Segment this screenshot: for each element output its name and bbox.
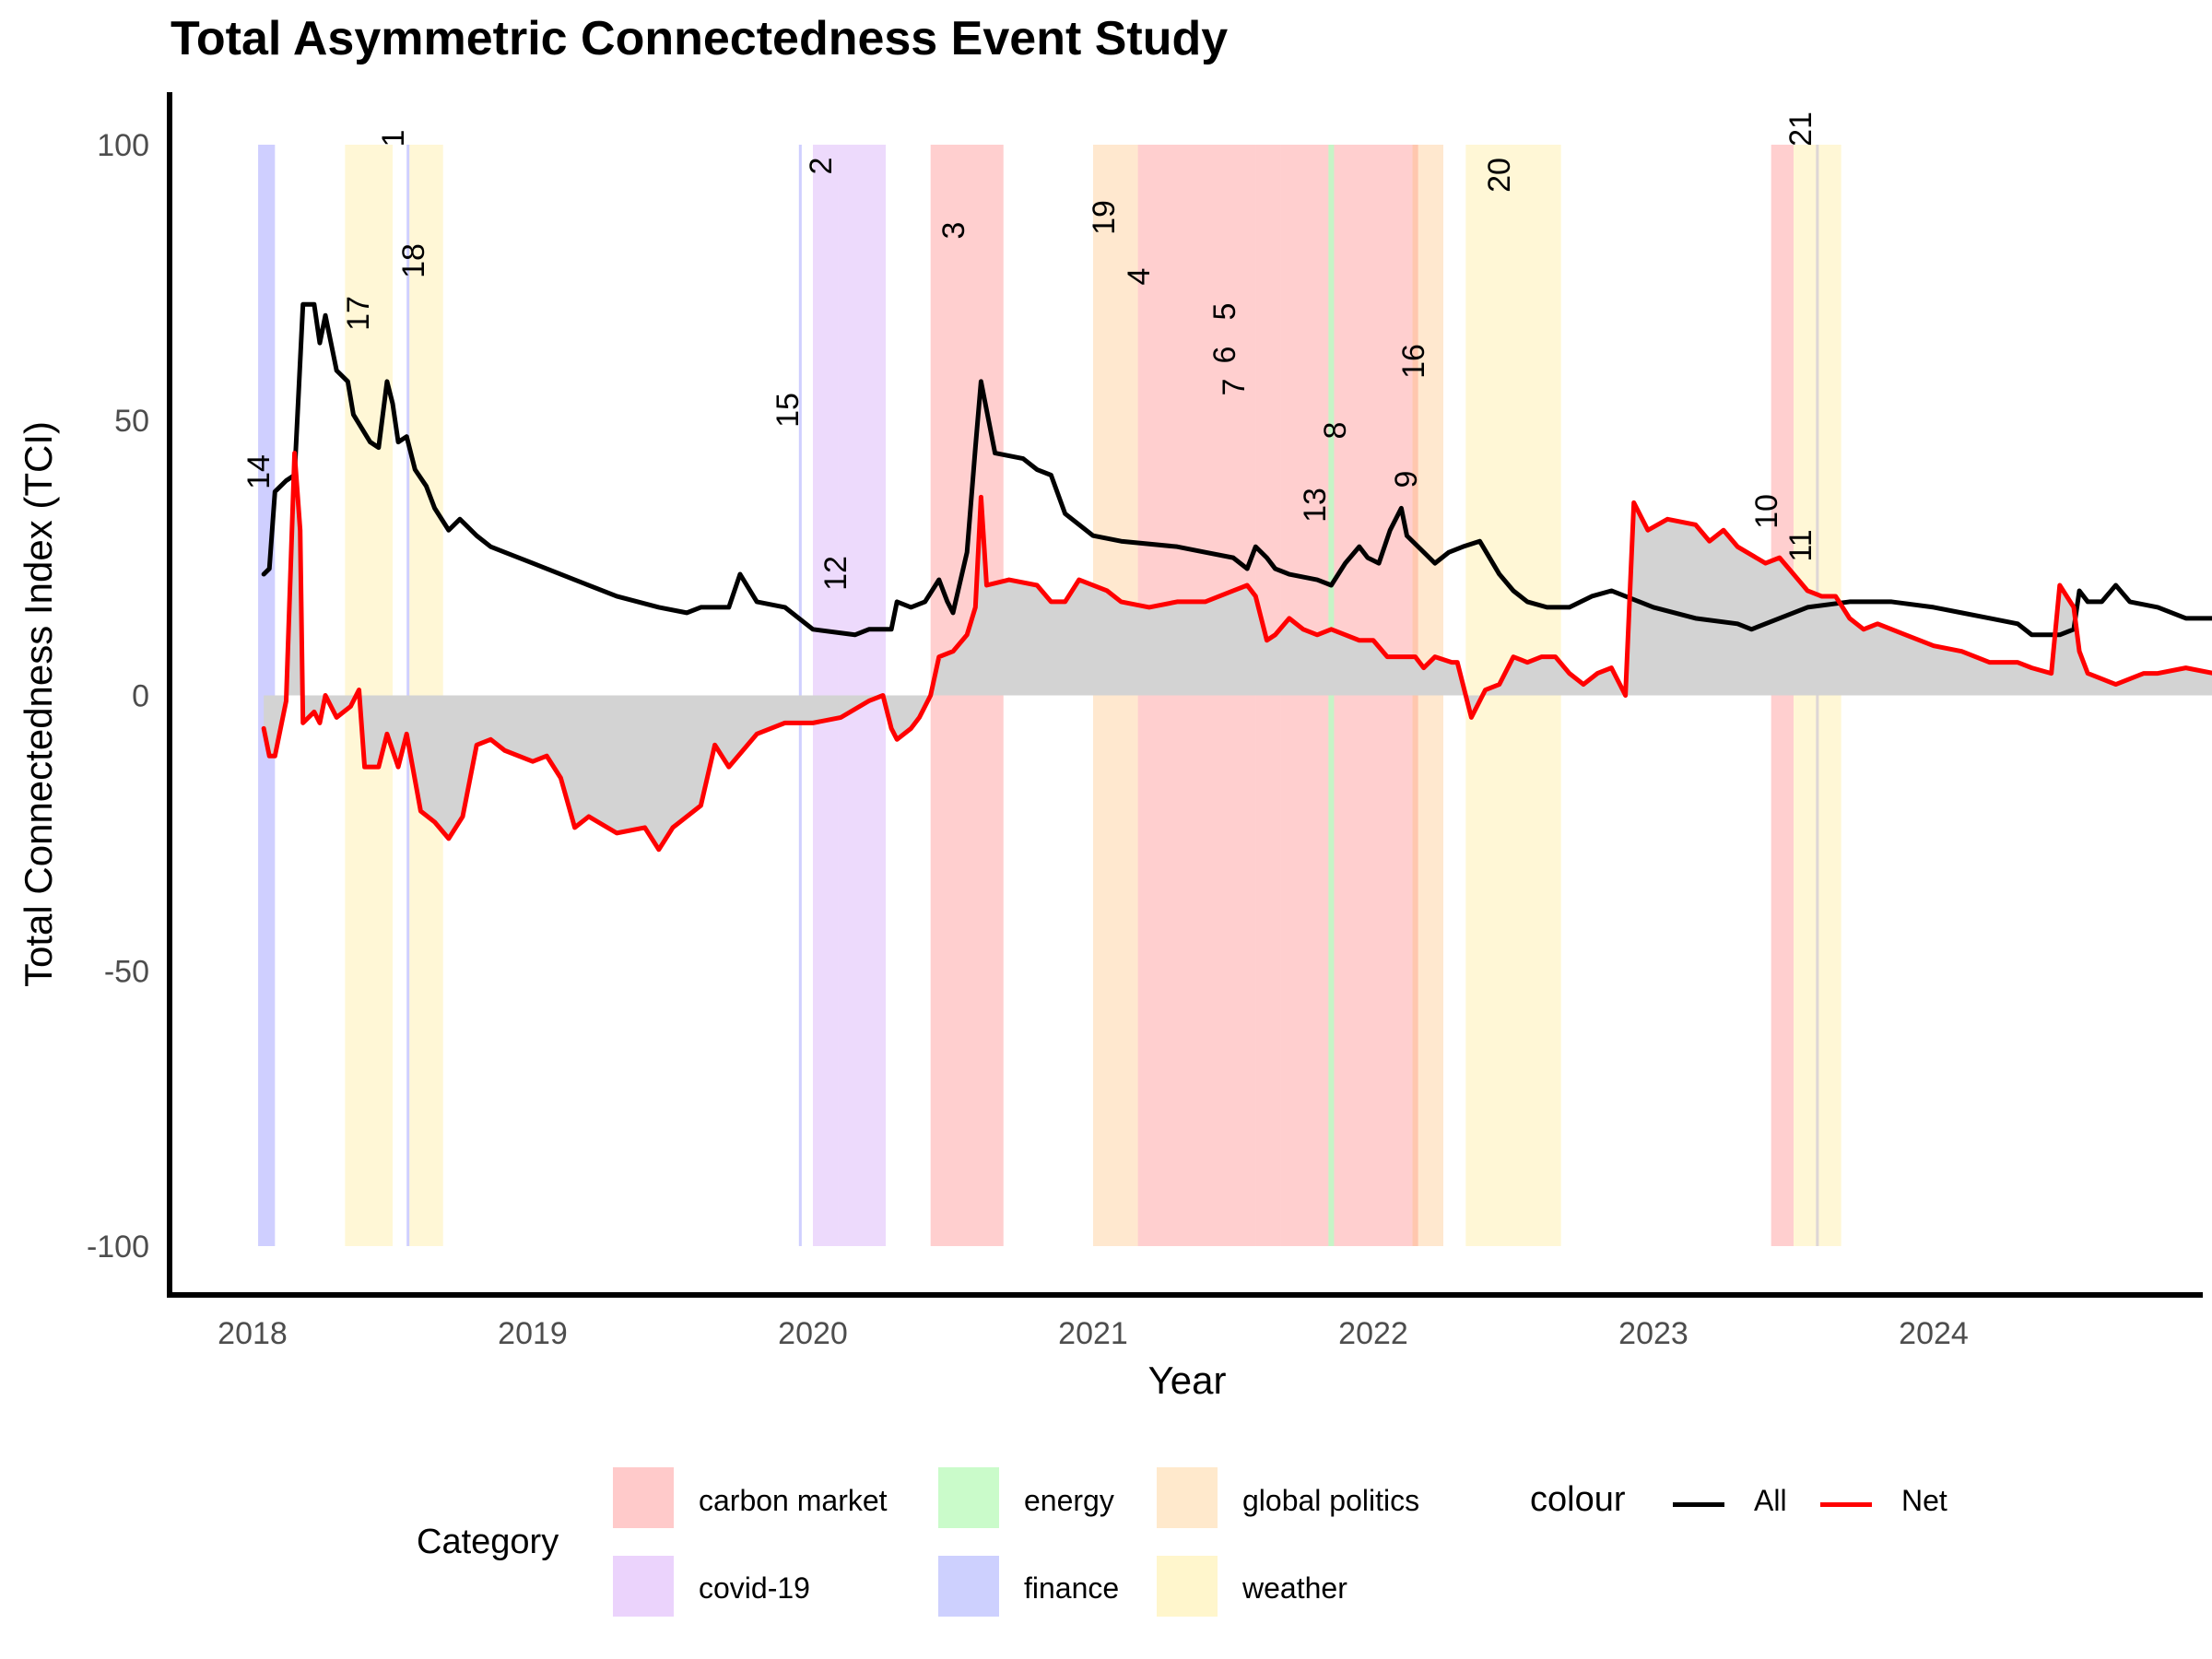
x-tick-label-2024: 2024 (1899, 1316, 1969, 1351)
event-label-12: 12 (818, 556, 853, 591)
y-tick-label--100: -100 (87, 1230, 149, 1265)
legend-label-net: Net (1901, 1484, 1947, 1517)
legend-key-finance (938, 1556, 999, 1617)
event-label-7: 7 (1217, 379, 1252, 396)
x-tick-label-2018: 2018 (218, 1316, 288, 1351)
x-tick-label-2022: 2022 (1338, 1316, 1408, 1351)
legend-label-finance: finance (1024, 1571, 1120, 1605)
net-area-fill (264, 453, 2212, 850)
series-line-net (261, 451, 2212, 853)
legend-key-energy (938, 1467, 999, 1528)
event-label-4: 4 (1122, 268, 1157, 286)
legend-key-carbon-market (613, 1467, 674, 1528)
event-label-8: 8 (1318, 422, 1353, 440)
x-axis-title: Year (1148, 1359, 1227, 1402)
series-lines-layer (261, 301, 2212, 853)
event-label-20: 20 (1482, 158, 1517, 193)
event-label-3: 3 (936, 222, 971, 240)
legend-label-covid-19: covid-19 (699, 1571, 810, 1605)
event-label-14: 14 (241, 454, 276, 489)
y-tick-label-100: 100 (97, 128, 149, 163)
legend-key-covid-19 (613, 1556, 674, 1617)
x-tick-label-2020: 2020 (778, 1316, 848, 1351)
event-label-2: 2 (804, 158, 839, 175)
event-label-13: 13 (1298, 488, 1333, 523)
y-tick-label-50: 50 (114, 404, 149, 439)
legend-category-title: Category (417, 1523, 559, 1561)
event-label-10: 10 (1749, 494, 1784, 529)
event-label-21: 21 (1783, 112, 1818, 147)
legend-key-global-politics (1157, 1467, 1218, 1528)
legend-colour-title: colour (1530, 1480, 1626, 1519)
event-label-16: 16 (1396, 344, 1431, 379)
net-fill-layer (264, 453, 2212, 850)
legend: Category carbon market covid-19 energy f… (0, 1447, 2212, 1650)
event-label-1: 1 (376, 130, 411, 147)
y-tick-label-0: 0 (132, 679, 149, 714)
legend-line-net (1820, 1502, 1872, 1507)
legend-label-weather: weather (1242, 1571, 1347, 1605)
event-label-6: 6 (1207, 347, 1242, 364)
event-label-19: 19 (1087, 200, 1122, 235)
series-line-all (261, 301, 2212, 638)
legend-label-carbon-market: carbon market (699, 1484, 888, 1517)
event-label-17: 17 (341, 296, 376, 331)
x-tick-label-2021: 2021 (1058, 1316, 1128, 1351)
event-label-15: 15 (771, 393, 806, 428)
y-axis-title: Total Connectedness Index (TCI) (17, 421, 60, 987)
legend-label-energy: energy (1024, 1484, 1114, 1517)
event-label-11: 11 (1783, 529, 1818, 561)
event-label-9: 9 (1389, 471, 1424, 488)
legend-line-all (1673, 1502, 1724, 1507)
chart-title: Total Asymmetric Connectedness Event Stu… (171, 12, 1229, 65)
legend-key-weather (1157, 1556, 1218, 1617)
legend-label-global-politics: global politics (1242, 1484, 1420, 1517)
x-tick-label-2023: 2023 (1618, 1316, 1688, 1351)
y-tick-label--50: -50 (104, 954, 149, 989)
legend-label-all: All (1754, 1484, 1787, 1517)
x-tick-label-2019: 2019 (498, 1316, 568, 1351)
event-label-5: 5 (1207, 303, 1242, 321)
event-label-18: 18 (396, 243, 431, 278)
